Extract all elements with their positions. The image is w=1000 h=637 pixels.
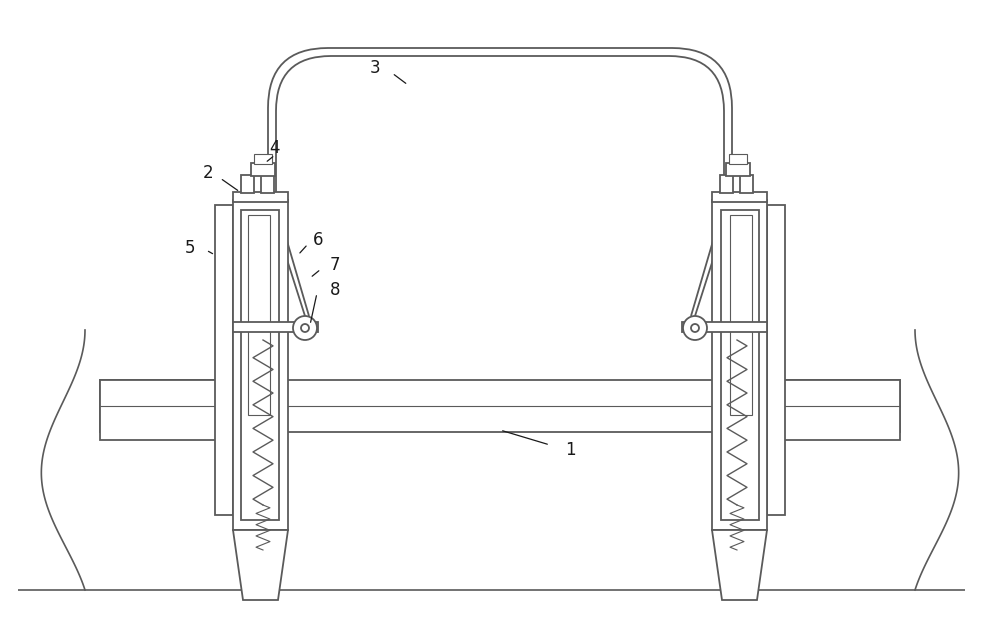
Bar (100, 380, 900, 432)
Bar (712, 200, 767, 530)
Text: 6: 6 (313, 231, 323, 249)
Bar (241, 175, 254, 193)
Bar (233, 192, 288, 202)
Polygon shape (233, 530, 288, 600)
Bar (767, 380, 900, 440)
Circle shape (301, 324, 309, 332)
Bar (720, 175, 733, 193)
Bar (726, 163, 750, 176)
Bar (251, 163, 275, 176)
Text: 4: 4 (270, 139, 280, 157)
Text: 8: 8 (330, 281, 340, 299)
Text: 7: 7 (330, 256, 340, 274)
Text: 2: 2 (203, 164, 213, 182)
Polygon shape (712, 530, 767, 600)
Text: 5: 5 (185, 239, 195, 257)
Circle shape (293, 316, 317, 340)
Bar (712, 192, 767, 202)
Bar (767, 205, 785, 515)
Bar (729, 154, 747, 164)
Bar (682, 322, 767, 332)
Circle shape (683, 316, 707, 340)
Bar (721, 210, 759, 520)
Bar (730, 215, 752, 415)
Text: 1: 1 (565, 441, 575, 459)
Bar (215, 205, 233, 515)
Bar (233, 322, 318, 332)
Bar (241, 210, 279, 520)
Circle shape (691, 324, 699, 332)
Bar (100, 380, 233, 440)
Text: 3: 3 (370, 59, 380, 77)
Bar (740, 175, 753, 193)
Bar (261, 175, 274, 193)
Bar (254, 154, 272, 164)
Bar (248, 215, 270, 415)
Bar (233, 200, 288, 530)
